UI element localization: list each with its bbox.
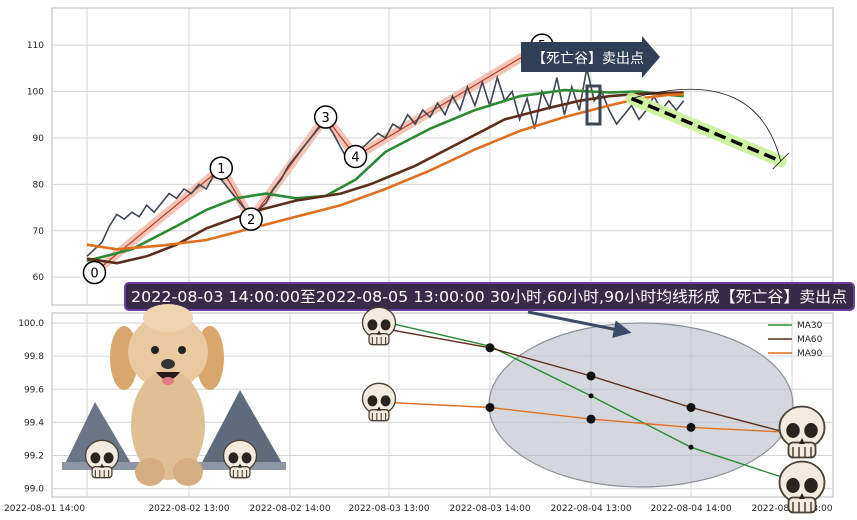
cross-dot bbox=[686, 402, 696, 412]
skull-eye bbox=[241, 452, 252, 464]
death-valley-highlight bbox=[488, 322, 794, 488]
title-banner: 2022-08-03 14:00:00至2022-08-05 13:00:00 … bbox=[124, 282, 855, 311]
pivot-marker: 4 bbox=[343, 144, 368, 169]
upper-y-tick-label: 110 bbox=[27, 41, 44, 51]
pivot-marker: 0 bbox=[82, 260, 107, 285]
pivot-marker: 3 bbox=[313, 105, 338, 129]
zigzag-segment bbox=[355, 44, 543, 158]
pivot-marker: 1 bbox=[209, 156, 234, 180]
skull-nose bbox=[376, 406, 382, 411]
cross-dot bbox=[485, 343, 495, 353]
skull-icon bbox=[778, 405, 826, 459]
banner-text: 2022-08-03 14:00:00至2022-08-05 13:00:00 … bbox=[131, 288, 847, 306]
skull-icons bbox=[84, 306, 826, 514]
skull-nose bbox=[99, 463, 105, 468]
lower-y-tick-label: 99.0 bbox=[24, 485, 44, 495]
lower-y-tick-label: 99.8 bbox=[24, 352, 44, 362]
upper-series bbox=[86, 40, 789, 278]
upper-y-tick-label: 100 bbox=[27, 88, 44, 98]
pivot-label: 2 bbox=[247, 213, 255, 228]
x-axis: 2022-08-01 14:00 2022-08-02 13:00 2022-08-… bbox=[4, 504, 833, 514]
sell-marker-candle bbox=[585, 84, 602, 126]
upper-ma30-line bbox=[86, 88, 684, 263]
upper-y-tick-label: 60 bbox=[33, 273, 45, 283]
lower-y-tick-label: 100.0 bbox=[18, 319, 44, 329]
dog-illustration bbox=[110, 304, 224, 486]
pivot-circle bbox=[343, 144, 368, 169]
pivot-label: 4 bbox=[351, 151, 359, 166]
skull-eye bbox=[367, 395, 378, 407]
skull-icon bbox=[361, 306, 397, 346]
skull-eye bbox=[228, 452, 239, 464]
skull-eye bbox=[786, 423, 800, 438]
skull-nose bbox=[237, 463, 243, 468]
skull-eye bbox=[367, 319, 378, 331]
pivot-circle bbox=[313, 105, 338, 129]
pivot-circle bbox=[239, 207, 263, 231]
skull-eye bbox=[804, 423, 818, 438]
legend-ma90: MA90 bbox=[797, 349, 823, 359]
price-line bbox=[86, 68, 685, 257]
upper-y-tick-label: 70 bbox=[33, 227, 45, 237]
upper-y-tick-label: 90 bbox=[33, 134, 45, 144]
skull-eye bbox=[380, 395, 391, 407]
cross-dot bbox=[586, 371, 596, 381]
lower-y-tick-label: 99.2 bbox=[24, 452, 44, 462]
x-tick-label: 2022-08-03 14:00 bbox=[449, 504, 530, 514]
pivot-label: 0 bbox=[90, 267, 98, 282]
x-tick-label: 2022-08-02 13:00 bbox=[148, 504, 229, 514]
forecast-end-tick bbox=[772, 152, 789, 170]
cross-dot bbox=[485, 402, 495, 412]
skull-nose bbox=[799, 438, 805, 444]
sell-arrow: 【死亡谷】卖出点 bbox=[521, 36, 660, 78]
skull-eye bbox=[804, 478, 818, 493]
lower-series bbox=[388, 322, 793, 482]
upper-y-tick-label: 80 bbox=[33, 180, 45, 190]
legend-ma60: MA60 bbox=[797, 335, 823, 345]
lower-y-axis: 99.0 99.2 99.4 99.6 99.8 100.0 bbox=[18, 319, 44, 495]
pivot-circle bbox=[209, 156, 234, 180]
forecast-line bbox=[630, 96, 782, 163]
cross-dot bbox=[686, 422, 696, 432]
banner-pointer bbox=[527, 310, 632, 339]
legend: MA30 MA60 MA90 bbox=[768, 321, 823, 359]
upper-plot-area bbox=[51, 7, 834, 306]
x-tick-label: 2022-08-04 14:00 bbox=[650, 504, 731, 514]
skull-nose bbox=[376, 330, 382, 335]
legend-ma30: MA30 bbox=[797, 321, 823, 331]
pivot-circle bbox=[82, 260, 107, 285]
skull-eye bbox=[380, 319, 391, 331]
pivot-marker: 2 bbox=[239, 207, 263, 231]
upper-y-axis: 60 70 80 90 100 110 bbox=[27, 41, 44, 283]
cross-dot bbox=[688, 444, 694, 450]
forecast-arc bbox=[631, 88, 782, 162]
skull-icon bbox=[84, 439, 120, 479]
sell-arrow-label: 【死亡谷】卖出点 bbox=[532, 51, 644, 67]
skull-icon bbox=[361, 382, 397, 422]
skull-eye bbox=[103, 452, 114, 464]
pivot-label: 3 bbox=[322, 111, 330, 126]
lower-y-tick-label: 99.4 bbox=[24, 418, 44, 428]
skull-icon bbox=[222, 439, 258, 479]
skull-icon bbox=[778, 460, 826, 514]
cross-dot bbox=[586, 414, 596, 424]
lower-y-tick-label: 99.6 bbox=[24, 385, 44, 395]
x-tick-label: 2022-08-03 13:00 bbox=[348, 504, 429, 514]
x-tick-label: 2022-08-04 13:00 bbox=[550, 504, 631, 514]
upper-ma90-line bbox=[86, 93, 684, 251]
skull-eye bbox=[90, 452, 101, 464]
skull-nose bbox=[799, 493, 805, 499]
pivot-label: 1 bbox=[217, 162, 225, 177]
skull-eye bbox=[786, 478, 800, 493]
x-tick-label: 2022-08-02 14:00 bbox=[249, 504, 330, 514]
cross-dot bbox=[588, 393, 594, 399]
upper-ma60-line bbox=[86, 91, 684, 265]
x-tick-label: 2022-08-01 14:00 bbox=[4, 504, 85, 514]
